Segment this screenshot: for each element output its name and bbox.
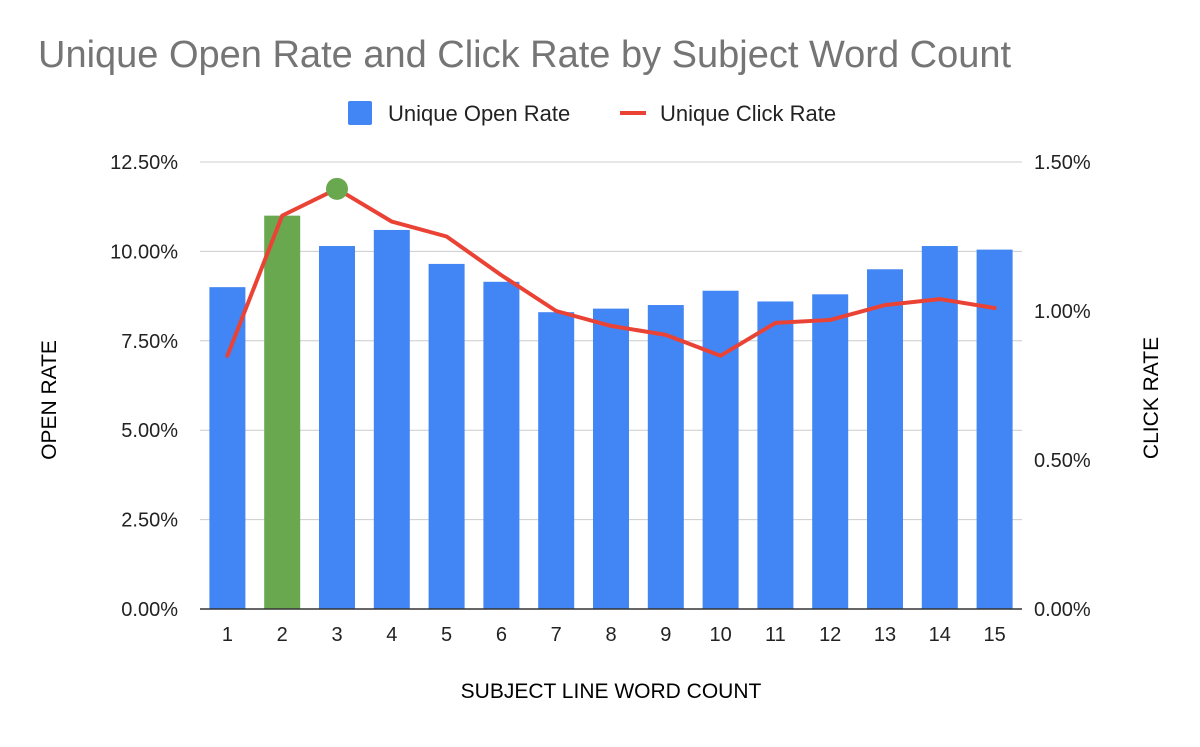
legend-open-rate-label: Unique Open Rate	[388, 101, 570, 126]
y2-tick-label: 0.00%	[1034, 599, 1091, 621]
y-tick-label: 2.50%	[121, 510, 178, 532]
y-tick-label: 5.00%	[121, 420, 178, 442]
x-axis-ticks: 1 2 3 4 5 6 7 8 9 10 11 12 13 14 15	[222, 624, 1006, 646]
x-tick-label: 15	[983, 624, 1005, 646]
open-rate-bar	[593, 308, 629, 609]
y-tick-label: 7.50%	[121, 331, 178, 353]
open-rate-bar	[757, 301, 794, 609]
x-tick-label: 10	[709, 624, 731, 646]
open-rate-bar	[428, 263, 465, 609]
x-tick-label: 9	[660, 624, 671, 646]
legend-open-rate-swatch	[348, 101, 372, 125]
x-tick-label: 11	[765, 624, 786, 646]
y-axis-ticks: 0.00% 2.50% 5.00% 7.50% 10.00% 12.50%	[110, 152, 178, 621]
y-tick-label: 0.00%	[121, 599, 178, 621]
x-axis-title: SUBJECT LINE WORD COUNT	[461, 680, 762, 703]
open-rate-bar	[373, 229, 410, 609]
open-rate-bar	[319, 246, 355, 609]
open-rate-bar	[209, 287, 246, 609]
open-rate-bar	[867, 269, 903, 609]
y-axis-title: OPEN RATE	[38, 340, 61, 460]
x-tick-label: 14	[929, 624, 951, 646]
x-tick-label: 2	[277, 624, 288, 646]
bar-series	[209, 215, 1013, 609]
y2-tick-label: 0.50%	[1034, 450, 1091, 472]
legend: Unique Open Rate Unique Click Rate	[348, 101, 836, 126]
x-tick-label: 7	[551, 624, 562, 646]
y2-axis-ticks: 0.00% 0.50% 1.00% 1.50%	[1034, 152, 1091, 621]
x-tick-label: 13	[874, 624, 896, 646]
open-rate-bar	[976, 249, 1013, 609]
click-rate-highlight-point	[326, 177, 348, 200]
y2-tick-label: 1.00%	[1034, 301, 1091, 323]
open-rate-bar	[483, 281, 520, 609]
x-tick-label: 6	[496, 624, 507, 646]
line-series	[225, 177, 997, 358]
open-rate-bar	[538, 312, 575, 609]
open-rate-bar	[812, 294, 849, 609]
x-tick-label: 12	[819, 624, 841, 646]
open-rate-bar	[921, 246, 958, 609]
open-rate-bar	[702, 290, 739, 609]
x-tick-label: 1	[222, 624, 233, 646]
x-tick-label: 5	[441, 624, 452, 646]
legend-click-rate-label: Unique Click Rate	[660, 101, 836, 126]
y-tick-label: 12.50%	[110, 152, 178, 174]
click-rate-line	[225, 186, 997, 358]
x-tick-label: 3	[331, 624, 342, 646]
chart-title: Unique Open Rate and Click Rate by Subje…	[38, 34, 1011, 76]
y2-axis-title: CLICK RATE	[1140, 337, 1163, 459]
y2-tick-label: 1.50%	[1034, 152, 1091, 174]
open-rate-bar	[647, 305, 684, 609]
open-rate-bar	[264, 215, 301, 609]
y-tick-label: 10.00%	[110, 241, 178, 263]
x-tick-label: 8	[605, 624, 616, 646]
x-tick-label: 4	[386, 624, 397, 646]
